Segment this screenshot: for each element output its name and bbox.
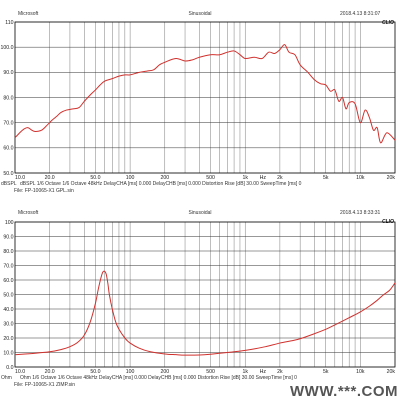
impedance-chart-panel: 0.0 10.0 20.0 30.0 40.0 50.0 60.0 70.0 80.0 90.0 1… — [0, 200, 400, 400]
y-tick-label: 90.0 — [3, 70, 13, 76]
x-tick-label: 50.0 — [90, 175, 100, 181]
plot-frame — [14, 221, 396, 368]
y-tick-label: 20.0 — [3, 336, 13, 342]
plot-area: 0.010.020.030.040.050.060.070.080.090.01… — [3, 220, 396, 375]
y-tick-label: 70.0 — [3, 263, 13, 269]
x-unit-label: Hz — [260, 369, 267, 375]
x-tick-label: 1k — [242, 369, 248, 375]
x-tick-label: 50.0 — [90, 369, 100, 375]
y-tick-label: 30.0 — [3, 321, 13, 327]
x-tick-label: 100 — [126, 369, 135, 375]
x-unit-label: Hz — [260, 175, 267, 181]
x-tick-label: 10k — [356, 175, 365, 181]
y-tick-label: 80.0 — [3, 249, 13, 255]
x-tick-label: 10.0 — [15, 369, 25, 375]
header-left: Microsoft — [18, 210, 39, 216]
y-tick-label: 70.0 — [3, 120, 13, 126]
x-tick-label: 5k — [323, 369, 329, 375]
header-right: 2018.4.13 8:33:31 — [340, 210, 381, 216]
footer-line-1: dBSPL 1/6 Octave 1/6 Octave 48kHz DelayC… — [20, 181, 302, 187]
brand-logo: CLIO — [382, 20, 394, 26]
x-tick-label: 1k — [242, 175, 248, 181]
y-tick-label: 50.0 — [3, 292, 13, 298]
x-tick-label: 200 — [160, 175, 169, 181]
header-left: Microsoft — [18, 11, 39, 17]
y-tick-label: 10.0 — [3, 350, 13, 356]
x-tick-label: 500 — [206, 369, 215, 375]
footer-line-1: Ohm 1/6 Octave 1/6 Octave 48kHz DelayCHA… — [20, 375, 297, 381]
x-tick-label: 100 — [126, 175, 135, 181]
y-tick-label: 90.0 — [3, 234, 13, 240]
header-right: 2018.4.13 8:31:07 — [340, 11, 381, 17]
x-tick-label: 20.0 — [45, 369, 55, 375]
plot-area: 50.0 60.0 70.0 80.0 90.0 100.0 110 10.0 20.0 50.0… — [1, 20, 396, 181]
x-tick-label: 10k — [356, 369, 365, 375]
x-tick-label: 5k — [323, 175, 329, 181]
y-tick-label: 50.0 — [3, 171, 13, 177]
x-tick-label: 20k — [387, 175, 396, 181]
y-tick-label: 100.0 — [1, 45, 14, 51]
y-axis-label: Ohm — [1, 375, 12, 381]
x-tick-label: 200 — [160, 369, 169, 375]
y-tick-label: 110 — [5, 20, 13, 26]
footer-line-2: File: FP-10065-X1 ZIMP.sin — [14, 382, 76, 388]
y-tick-label: 80.0 — [3, 95, 13, 101]
watermark: WWW.***.COM — [290, 383, 398, 400]
x-tick-label: 2k — [277, 175, 283, 181]
y-tick-label: 60.0 — [3, 278, 13, 284]
y-tick-label: 0.0 — [6, 365, 13, 371]
footer-line-2: File: FP-10065-X1 GPL.sin — [14, 188, 74, 194]
horizontal-gridlines — [15, 21, 395, 174]
y-tick-label: 40.0 — [3, 307, 13, 313]
y-tick-label: 60.0 — [3, 146, 13, 152]
plot-frame — [14, 21, 396, 174]
brand-logo: CLIO — [382, 219, 394, 225]
y-tick-label: 100 — [5, 220, 14, 226]
spl-chart-panel: 50.0 60.0 70.0 80.0 90.0 100.0 110 10.0 20.0 50.0… — [1, 11, 396, 194]
x-tick-label: 10.0 — [15, 175, 25, 181]
x-tick-label: 20k — [387, 369, 396, 375]
series-line — [14, 270, 396, 356]
x-tick-label: 500 — [206, 175, 215, 181]
header-center: Sinusoidal — [188, 11, 212, 17]
y-axis-label: dBSPL — [1, 181, 17, 187]
x-tick-label: 20.0 — [45, 175, 55, 181]
header-center: Sinusoidal — [188, 210, 212, 216]
x-tick-label: 2k — [277, 369, 283, 375]
series-line — [14, 44, 396, 144]
